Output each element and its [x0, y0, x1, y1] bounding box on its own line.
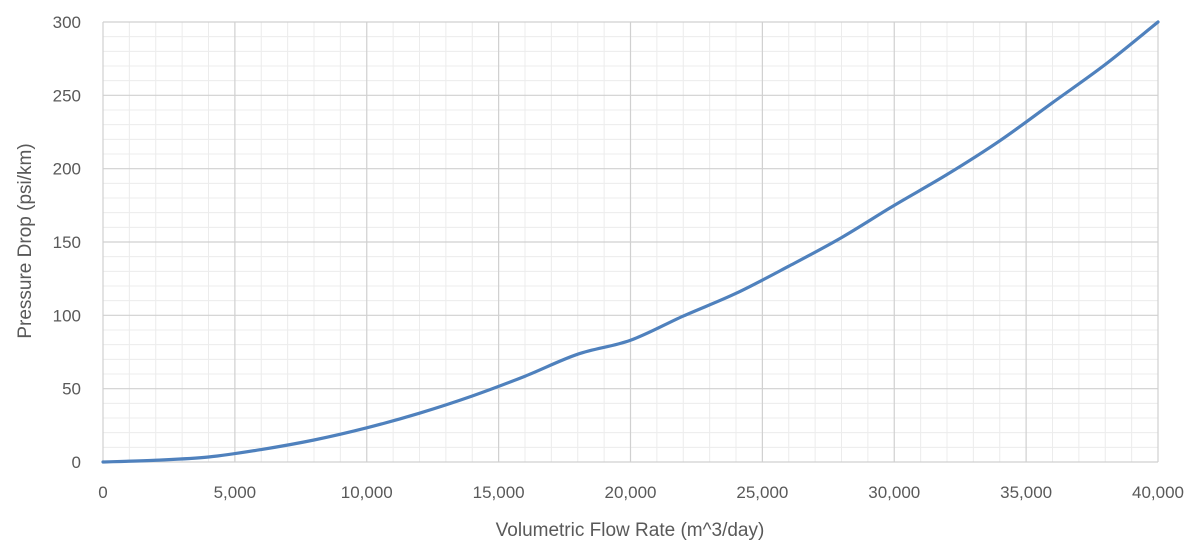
- y-tick-label: 200: [53, 160, 81, 179]
- y-tick-label: 250: [53, 86, 81, 105]
- series-layer: [101, 20, 1160, 464]
- x-tick-label: 0: [98, 483, 107, 502]
- x-tick-label: 15,000: [473, 483, 525, 502]
- major-gridlines: [102, 21, 1159, 463]
- x-tick-label: 20,000: [605, 483, 657, 502]
- series-line: [101, 20, 1160, 464]
- y-axis-tick-labels: 0 50 100 150 200 250 300: [53, 13, 81, 472]
- x-tick-label: 40,000: [1132, 483, 1184, 502]
- y-tick-label: 150: [53, 233, 81, 252]
- x-tick-label: 10,000: [341, 483, 393, 502]
- x-axis-title: Volumetric Flow Rate (m^3/day): [496, 520, 765, 541]
- x-tick-label: 30,000: [868, 483, 920, 502]
- y-tick-label: 50: [62, 380, 81, 399]
- y-tick-label: 100: [53, 306, 81, 325]
- y-axis-title: Pressure Drop (psi/km): [15, 143, 36, 338]
- y-tick-label: 0: [72, 453, 81, 472]
- x-axis-tick-labels: 0 5,000 10,000 15,000 20,000 25,000 30,000 35,0…: [98, 483, 1184, 502]
- x-tick-label: 25,000: [736, 483, 788, 502]
- y-tick-label: 300: [53, 13, 81, 32]
- x-tick-label: 35,000: [1000, 483, 1052, 502]
- x-tick-label: 5,000: [214, 483, 257, 502]
